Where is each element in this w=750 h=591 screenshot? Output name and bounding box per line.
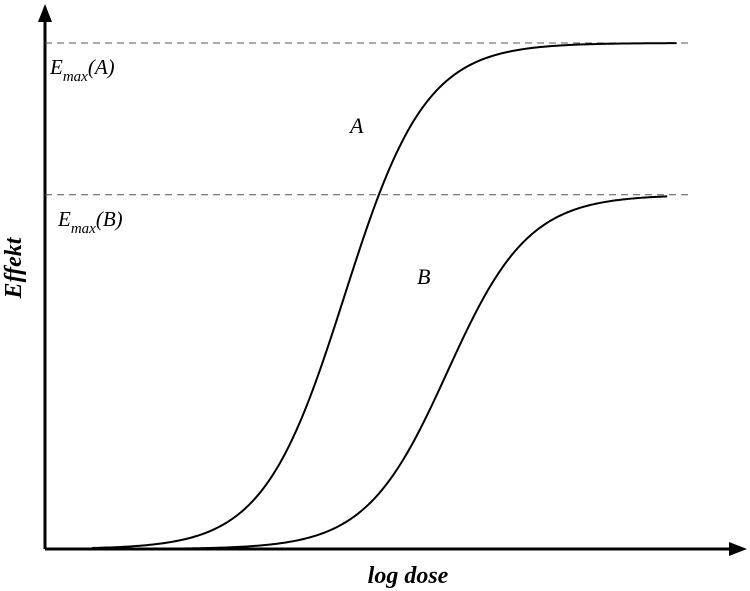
emax-a-label-tail: (A)	[88, 55, 115, 79]
emax-a-label-main: E	[49, 55, 63, 79]
emax-a-label: Emax(A)	[49, 55, 115, 85]
x-axis-title: log dose	[368, 563, 449, 589]
emax-b-label-main: E	[57, 207, 71, 231]
curve-b	[138, 195, 668, 550]
emax-b-label: Emax(B)	[57, 207, 123, 237]
emax-b-label-sub: max	[71, 221, 96, 237]
curve-a-label: A	[348, 113, 364, 138]
y-axis-title: Effekt	[1, 236, 27, 299]
emax-a-label-sub: max	[63, 69, 88, 85]
curve-b-label: B	[417, 264, 430, 289]
emax-b-label-tail: (B)	[96, 207, 123, 231]
y-axis-arrowhead	[38, 4, 52, 22]
x-axis-arrowhead	[729, 542, 747, 556]
curve-a	[91, 42, 677, 549]
